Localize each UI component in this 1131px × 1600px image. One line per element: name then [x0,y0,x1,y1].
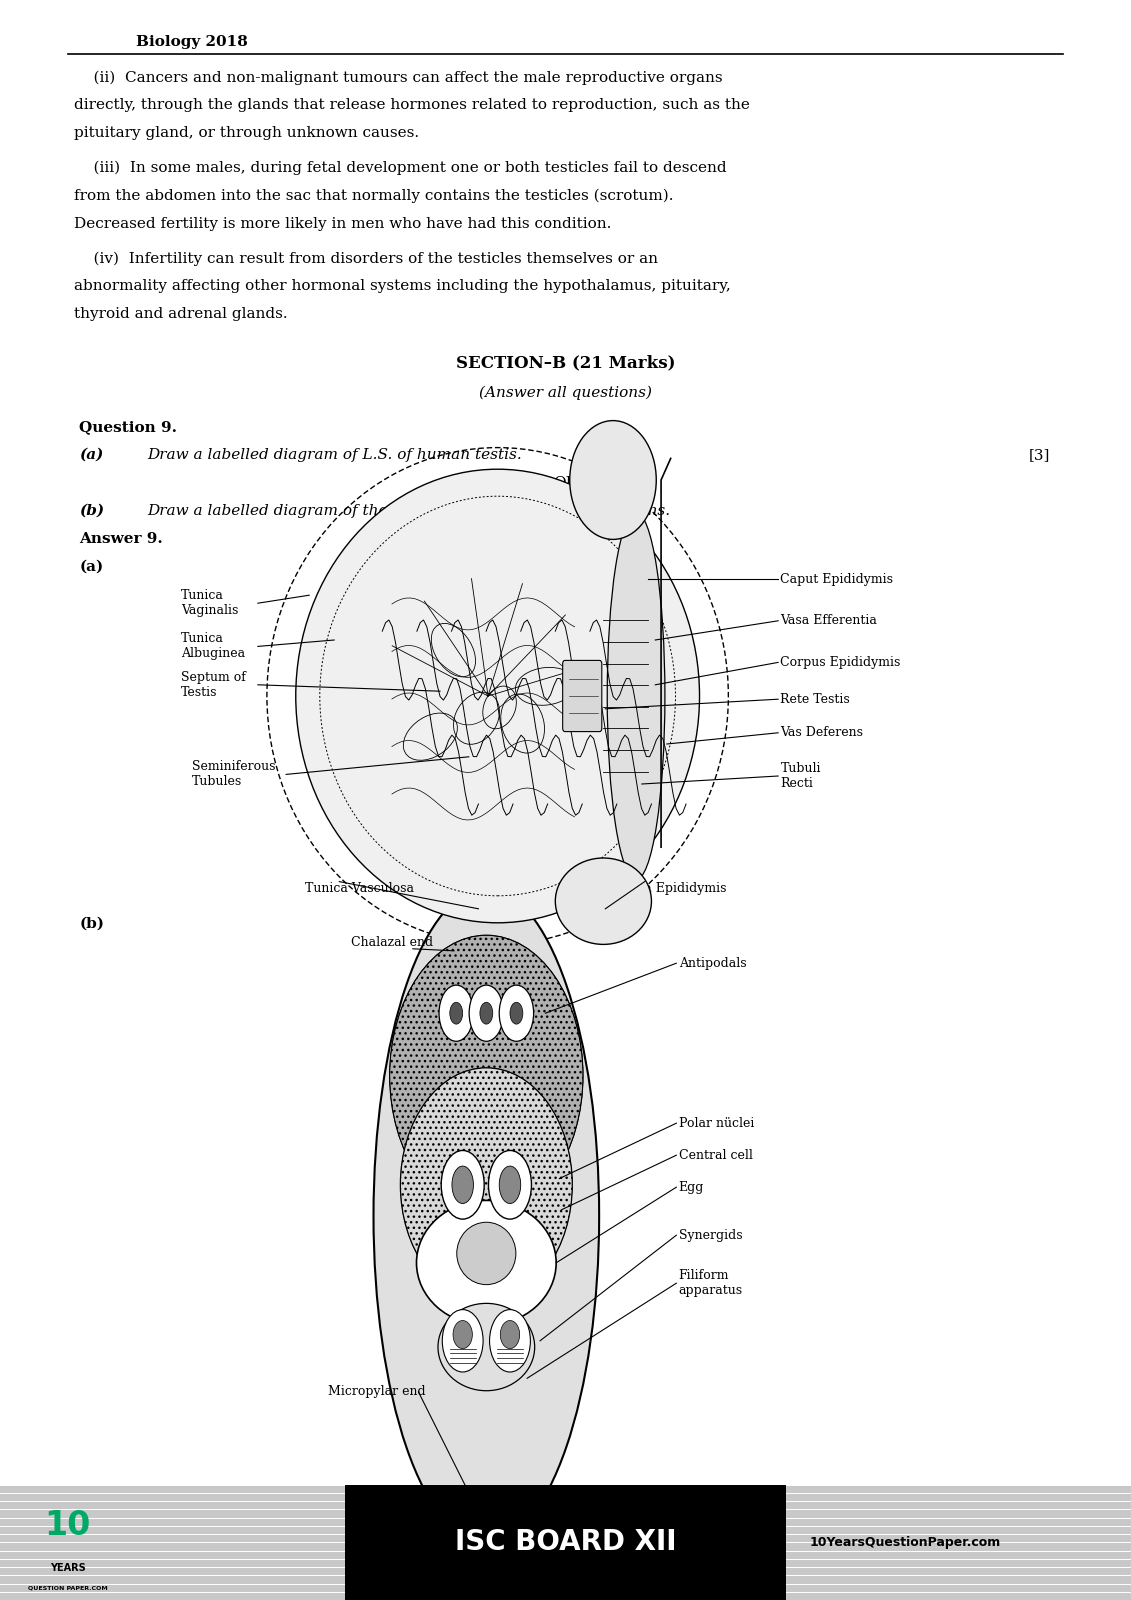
Text: Filiform
apparatus: Filiform apparatus [679,1269,743,1298]
Text: Vas Deferens: Vas Deferens [780,726,863,739]
Text: (ii)  Cancers and non-malignant tumours can affect the male reproductive organs: (ii) Cancers and non-malignant tumours c… [74,70,722,85]
Ellipse shape [499,986,534,1042]
Text: Biology 2018: Biology 2018 [136,35,248,50]
Text: Draw a labelled diagram of the mature embryo sac of angiosperms.: Draw a labelled diagram of the mature em… [147,504,671,518]
Text: Caput Epididymis: Caput Epididymis [780,573,893,586]
Text: [3]: [3] [1029,448,1051,462]
Text: Decreased fertility is more likely in men who have had this condition.: Decreased fertility is more likely in me… [74,216,611,230]
Ellipse shape [469,986,503,1042]
Ellipse shape [389,934,584,1216]
Text: OR: OR [553,475,578,490]
Text: (a): (a) [79,448,104,462]
Text: from the abdomen into the sac that normally contains the testicles (scrotum).: from the abdomen into the sac that norma… [74,189,673,203]
Ellipse shape [490,1309,530,1373]
Ellipse shape [450,1002,463,1024]
Ellipse shape [295,469,699,923]
Ellipse shape [457,1222,516,1285]
Bar [345,1485,786,1600]
Text: ISC BOARD XII: ISC BOARD XII [455,1528,676,1557]
Text: Tunica
Albuginea: Tunica Albuginea [181,632,245,661]
Ellipse shape [500,1320,519,1349]
Text: Antipodals: Antipodals [679,957,746,970]
Text: (b): (b) [79,917,104,931]
Ellipse shape [480,1504,493,1520]
Ellipse shape [452,1166,474,1203]
Text: Cauda Epididymis: Cauda Epididymis [611,882,726,894]
Ellipse shape [510,1002,523,1024]
Text: Central cell: Central cell [679,1149,752,1162]
Text: (iii)  In some males, during fetal development one or both testicles fail to des: (iii) In some males, during fetal develo… [74,160,726,174]
Ellipse shape [607,512,665,880]
Text: Rete Testis: Rete Testis [780,693,851,706]
Ellipse shape [570,421,656,539]
Text: Question 9.: Question 9. [79,419,178,434]
Text: Chalazal end: Chalazal end [351,936,433,949]
Text: YEARS: YEARS [50,1563,86,1573]
Text: Tubuli
Recti: Tubuli Recti [780,762,821,790]
Text: Septum of
Testis: Septum of Testis [181,670,245,699]
Ellipse shape [441,1150,484,1219]
Text: Synergids: Synergids [679,1229,742,1242]
Text: SECTION–B (21 Marks): SECTION–B (21 Marks) [456,354,675,371]
Text: thyroid and adrenal glands.: thyroid and adrenal glands. [74,307,287,322]
Ellipse shape [555,858,651,944]
Text: (Answer all questions): (Answer all questions) [480,386,651,400]
Text: Micropylar end: Micropylar end [328,1386,425,1398]
Text: Vasa Efferentia: Vasa Efferentia [780,614,878,627]
Ellipse shape [454,1320,473,1349]
Text: (iv)  Infertility can result from disorders of the testicles themselves or an: (iv) Infertility can result from disorde… [74,251,657,266]
Bar [0,1485,1131,1600]
Ellipse shape [373,888,599,1544]
Text: Answer 9.: Answer 9. [79,531,163,546]
Text: pituitary gland, or through unknown causes.: pituitary gland, or through unknown caus… [74,126,418,141]
Text: 10: 10 [44,1509,92,1542]
Text: Tunica
Vaginalis: Tunica Vaginalis [181,589,239,618]
Ellipse shape [499,1166,520,1203]
Text: QUESTION PAPER.COM: QUESTION PAPER.COM [28,1586,107,1590]
Ellipse shape [416,1200,556,1325]
Text: Polar nüclei: Polar nüclei [679,1117,754,1130]
Ellipse shape [439,986,474,1042]
Ellipse shape [480,1002,493,1024]
Ellipse shape [489,1150,532,1219]
Text: 10YearsQuestionPaper.com: 10YearsQuestionPaper.com [809,1536,1001,1549]
Ellipse shape [400,1067,572,1302]
Text: abnormality affecting other hormonal systems including the hypothalamus, pituita: abnormality affecting other hormonal sys… [74,278,731,293]
Ellipse shape [438,1304,535,1390]
Text: Draw a labelled diagram of L.S. of human testis.: Draw a labelled diagram of L.S. of human… [147,448,521,462]
Text: (a): (a) [79,560,103,574]
Text: (b): (b) [79,504,104,518]
Text: Egg: Egg [679,1181,703,1194]
Text: Seminiferous
Tubules: Seminiferous Tubules [192,760,276,789]
Text: Tunica Vasculosa: Tunica Vasculosa [305,882,414,894]
Ellipse shape [442,1309,483,1373]
Text: Corpus Epididymis: Corpus Epididymis [780,656,900,669]
FancyBboxPatch shape [563,661,602,731]
Text: directly, through the glands that release hormones related to reproduction, such: directly, through the glands that releas… [74,99,750,112]
